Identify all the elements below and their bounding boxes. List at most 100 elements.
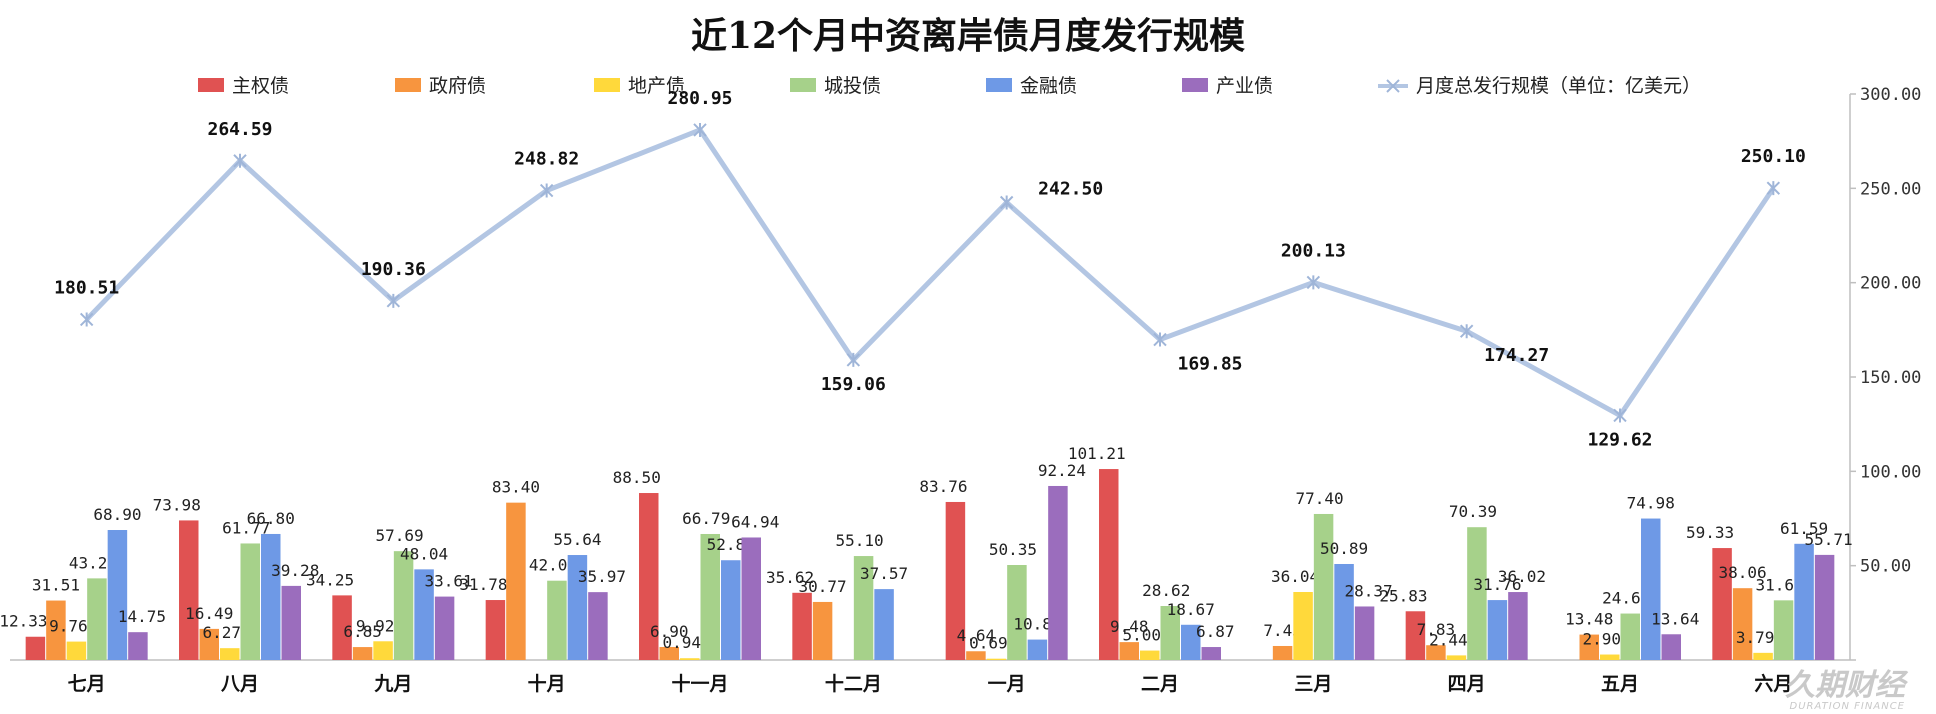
bar-label-5-1: 39.28 [271,561,319,580]
bar-1-0 [46,600,66,660]
bar-2-11 [1753,652,1773,660]
bar-series: 12.3331.519.7643.2668.9014.7573.9816.496… [0,444,1853,660]
bar-5-10 [1661,634,1681,660]
total-label-2: 190.36 [361,259,426,280]
bar-4-11 [1794,543,1814,660]
bar-1-4 [659,646,679,660]
watermark-text: 久期财经 [1785,668,1909,703]
category-label: 二月 [1141,673,1179,695]
total-point-7 [1153,332,1167,347]
bar-4-6 [1027,639,1048,660]
total-point-6 [999,195,1014,210]
total-label-10: 129.62 [1587,429,1652,450]
bar-label-3-11: 31.62 [1755,575,1803,594]
bar-3-3 [547,580,567,660]
bar-3-0 [87,578,107,660]
bar-3-1 [240,543,260,660]
bar-0-7 [1099,469,1119,660]
total-point-9 [1459,324,1474,339]
bar-4-1 [261,533,281,660]
bar-label-2-10: 2.90 [1582,630,1621,649]
legend-label-total: 月度总发行规模（单位：亿美元） [1416,75,1701,97]
bar-label-5-4: 64.94 [731,512,779,531]
total-point-11 [1766,181,1781,196]
bar-label-2-0: 9.76 [49,617,88,636]
bar-3-7 [1160,606,1180,660]
bar-label-3-7: 28.62 [1142,581,1190,600]
bar-label-5-3: 35.97 [578,567,626,586]
bar-0-5 [792,592,812,660]
bar-label-3-9: 70.39 [1449,502,1497,521]
bar-2-2 [373,641,393,660]
bar-3-2 [393,551,414,660]
bar-label-0-1: 73.98 [153,495,201,514]
bar-label-1-2: 6.85 [343,622,382,641]
legend-swatch-2 [594,78,620,92]
bar-4-9 [1487,600,1508,660]
bar-5-11 [1814,554,1835,660]
bar-label-1-3: 83.40 [492,478,540,497]
bar-label-0-4: 88.50 [613,468,661,487]
bar-label-5-8: 28.37 [1344,581,1392,600]
legend-label-0: 主权债 [232,75,289,97]
bar-label-4-5: 37.57 [860,564,908,583]
legend-swatch-3 [790,78,816,92]
bar-3-9 [1467,527,1487,660]
bar-label-5-9: 36.02 [1498,567,1546,586]
total-point-5 [846,352,861,367]
bar-label-1-10: 13.48 [1565,610,1613,629]
bar-label-1-9: 7.83 [1417,620,1456,639]
total-label-7: 169.85 [1177,354,1242,375]
bar-label-0-6: 83.76 [919,477,967,496]
legend: 主权债 政府债 地产债 城投债 金融债 产业债 月度总发行规模（单位：亿美元） [198,75,1701,97]
bar-label-1-11: 38.06 [1718,563,1766,582]
legend-label-5: 产业债 [1216,75,1273,97]
legend-swatch-4 [986,78,1012,92]
bar-label-3-4: 66.79 [682,509,730,528]
total-label-1: 264.59 [207,119,272,140]
bar-label-5-2: 33.61 [424,572,472,591]
legend-label-1: 政府债 [429,75,486,97]
bar-0-3 [485,600,506,660]
total-label-4: 280.95 [667,88,732,109]
bar-label-3-2: 57.69 [375,526,423,545]
bar-4-4 [721,560,741,660]
bar-label-5-6: 92.24 [1038,461,1086,480]
bar-3-5 [853,556,874,660]
bar-1-3 [506,502,526,660]
category-label: 十二月 [825,672,882,695]
bar-label-3-8: 77.40 [1295,489,1343,508]
bar-2-9 [1446,655,1467,660]
bar-5-0 [128,632,148,660]
y-tick-label: 300.00 [1860,85,1921,105]
total-point-1 [233,153,247,168]
bar-5-1 [281,585,301,660]
category-label: 六月 [1754,672,1792,695]
bar-label-0-9: 25.83 [1379,586,1427,605]
bar-label-2-4: 0.94 [662,633,701,652]
bar-2-0 [66,641,87,660]
category-label: 四月 [1448,673,1486,695]
bar-4-3 [567,555,588,660]
bar-label-0-3: 31.78 [459,575,507,594]
bar-label-2-1: 6.27 [202,623,241,642]
bar-5-3 [588,592,608,660]
category-label: 五月 [1601,673,1639,695]
category-label: 一月 [988,673,1026,695]
bar-3-11 [1773,600,1794,660]
total-label-5: 159.06 [821,374,886,395]
total-point-0 [79,312,94,327]
bar-label-0-2: 34.25 [306,570,354,589]
bar-5-4 [741,537,761,660]
total-line-series: 180.51 264.59 190.36 248.82 280.95 159.06 242.… [54,88,1806,451]
legend-label-2: 地产债 [628,75,685,97]
bar-1-11 [1732,588,1753,660]
bar-label-1-5: 30.77 [798,577,846,596]
bar-label-3-10: 24.62 [1602,589,1650,608]
bar-label-1-0: 31.51 [32,576,80,595]
total-label-11: 250.10 [1741,146,1806,167]
bar-label-4-10: 74.98 [1627,494,1675,513]
bar-label-5-7: 6.87 [1196,622,1235,641]
category-label: 十一月 [671,672,728,695]
bar-label-3-1: 61.77 [222,518,270,537]
